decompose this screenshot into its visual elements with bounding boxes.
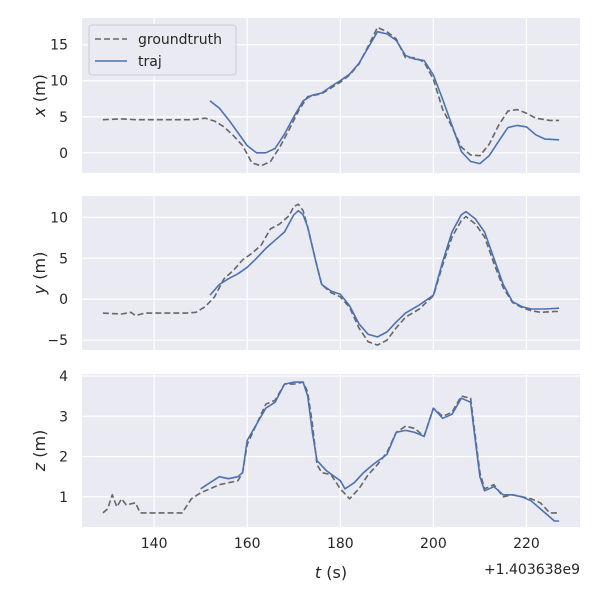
- x-tick-label: 140: [141, 536, 168, 552]
- x-tick-label: 220: [513, 536, 540, 552]
- legend-label: traj: [138, 54, 162, 70]
- x-offset-text: +1.403638e9: [484, 562, 580, 578]
- y-tick-label: 10: [50, 210, 68, 226]
- y-axis-label: y (m): [30, 252, 49, 296]
- plot-area: [82, 374, 580, 527]
- x-tick-label: 180: [327, 536, 354, 552]
- y-tick-label: 5: [59, 110, 68, 126]
- y-tick-label: 0: [59, 292, 68, 308]
- y-tick-label: −5: [47, 333, 68, 349]
- y-tick-label: 2: [59, 450, 68, 466]
- legend-box: [88, 24, 237, 76]
- y-tick-label: 3: [59, 409, 68, 425]
- y-tick-label: 1: [59, 490, 68, 506]
- series-line-groundtruth: [102, 381, 560, 514]
- panel-y: −5 0 5 10 y (m): [30, 196, 580, 350]
- series-line-traj: [209, 30, 560, 165]
- y-tick-label: 15: [50, 38, 68, 54]
- panel-x: 0 5 10 15 x (m) groundtruth traj: [30, 18, 580, 173]
- y-axis-label: x (m): [30, 74, 49, 118]
- legend: groundtruth traj: [88, 24, 237, 76]
- series-line-groundtruth: [102, 203, 560, 346]
- y-tick-label: 5: [59, 251, 68, 267]
- y-tick-label: 10: [50, 74, 68, 90]
- plot-area: [82, 196, 580, 350]
- panel-z: 1 2 3 4 z (m) 140 160 180 200 220 t (s) +1.403638e9: [30, 369, 580, 582]
- y-tick-label: 0: [59, 146, 68, 162]
- series-line-traj: [209, 209, 560, 338]
- x-axis-label: t (s): [315, 563, 347, 582]
- x-tick-label: 200: [420, 536, 447, 552]
- y-tick-label: 4: [59, 369, 68, 385]
- x-tick-label: 160: [234, 536, 261, 552]
- y-axis-label: z (m): [30, 430, 49, 473]
- legend-label: groundtruth: [138, 32, 222, 48]
- series-line-traj: [200, 381, 560, 522]
